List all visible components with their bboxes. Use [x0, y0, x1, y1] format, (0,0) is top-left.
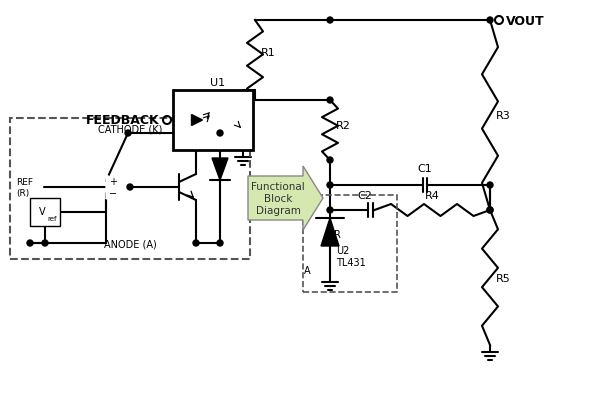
Circle shape [487, 183, 493, 189]
Text: V: V [39, 207, 45, 216]
Bar [173, 91, 253, 151]
Circle shape [217, 241, 223, 246]
Circle shape [327, 18, 333, 24]
Circle shape [42, 241, 48, 246]
Text: C2: C2 [358, 190, 373, 200]
Text: TL431: TL431 [336, 257, 366, 267]
Polygon shape [212, 159, 228, 181]
Bar [30, 198, 60, 226]
Text: R5: R5 [496, 273, 511, 283]
Text: U2: U2 [336, 245, 349, 256]
Text: CATHODE (K): CATHODE (K) [98, 125, 162, 135]
Text: REF
(R): REF (R) [16, 178, 33, 197]
Text: R1: R1 [261, 48, 276, 58]
Circle shape [125, 131, 131, 136]
Circle shape [487, 18, 493, 24]
Polygon shape [192, 115, 202, 126]
Text: VOUT: VOUT [506, 15, 544, 28]
Text: ref: ref [47, 215, 57, 222]
Text: FEEDBACK: FEEDBACK [85, 114, 159, 127]
Circle shape [327, 158, 333, 164]
Text: R3: R3 [496, 111, 511, 121]
Text: Functional
Block
Diagram: Functional Block Diagram [251, 182, 305, 215]
Circle shape [487, 207, 493, 213]
Circle shape [327, 183, 333, 189]
Circle shape [327, 98, 333, 104]
Text: K: K [304, 203, 311, 213]
Circle shape [27, 241, 33, 246]
Circle shape [327, 207, 333, 213]
Text: R2: R2 [336, 121, 351, 131]
Text: R4: R4 [425, 190, 439, 200]
Text: C1: C1 [418, 164, 432, 174]
Circle shape [487, 207, 493, 213]
Text: R: R [334, 230, 341, 240]
Circle shape [217, 131, 223, 136]
Text: +: + [109, 177, 117, 187]
Text: −: − [109, 189, 117, 198]
Polygon shape [321, 218, 339, 246]
Circle shape [193, 241, 199, 246]
Polygon shape [248, 166, 323, 230]
Text: ANODE (A): ANODE (A) [104, 239, 156, 249]
Text: A: A [304, 265, 311, 275]
Text: U1: U1 [210, 78, 226, 88]
Polygon shape [106, 175, 130, 200]
Circle shape [127, 185, 133, 190]
